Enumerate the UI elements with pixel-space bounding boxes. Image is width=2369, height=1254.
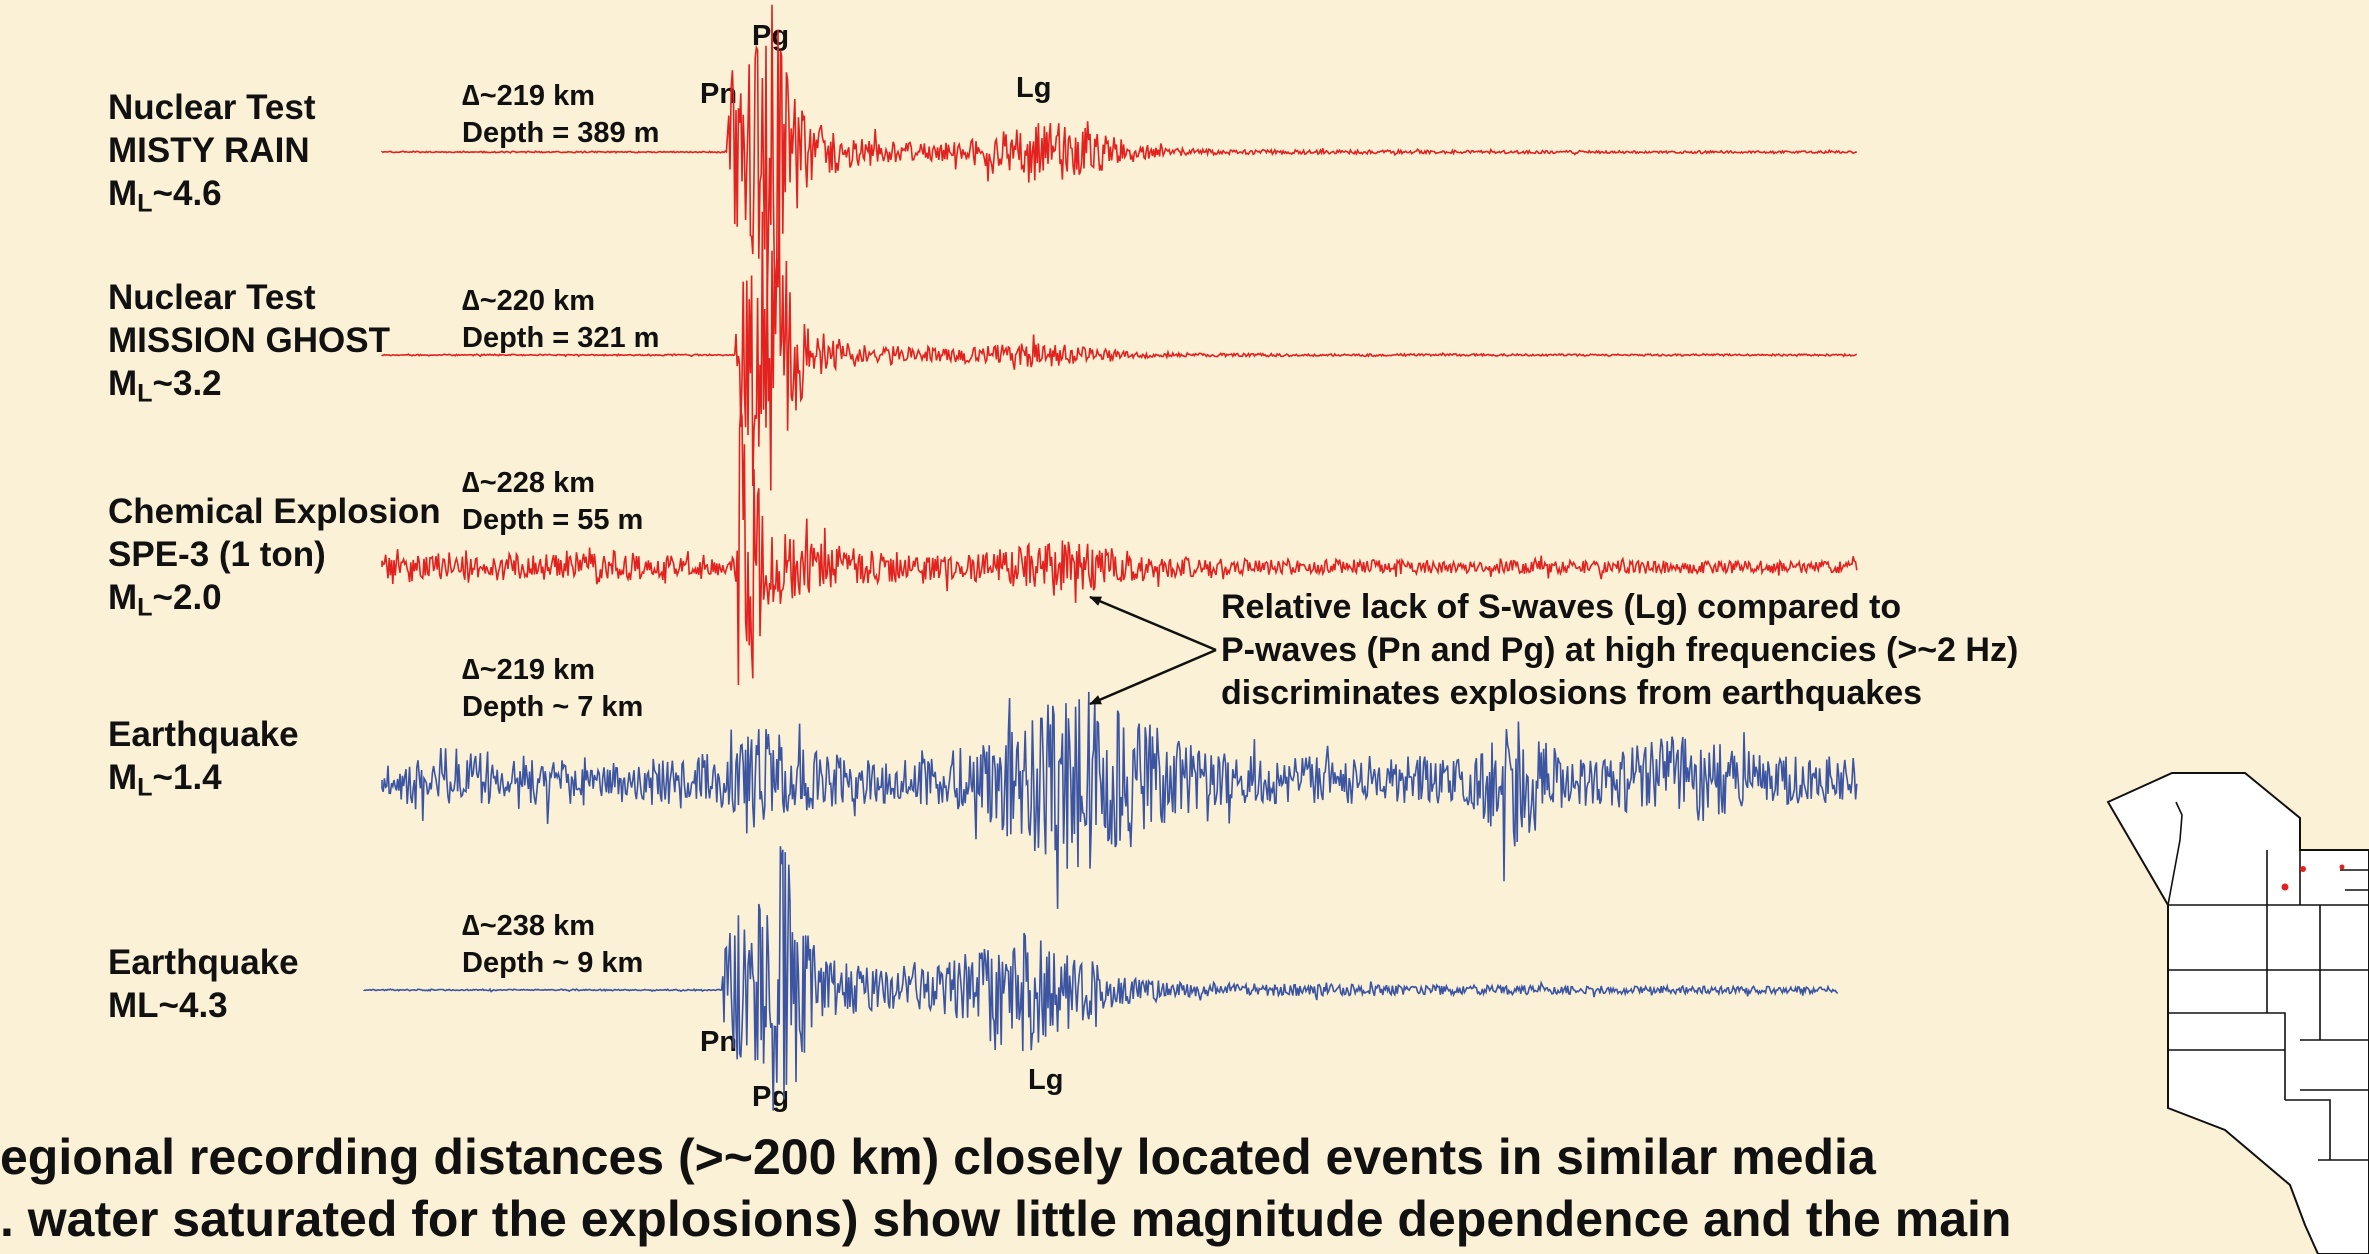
event-magnitude: ML~1.4 — [108, 758, 222, 802]
seismogram-trace-mission-ghost — [381, 211, 1858, 491]
seismogram-trace-earthquake-1 — [381, 691, 1858, 909]
seismogram-trace-earthquake-2 — [363, 846, 1839, 1111]
annotation-line-1: Relative lack of S-waves (Lg) compared t… — [1221, 588, 1902, 626]
event-label-misty-rain: Nuclear Test MISTY RAIN ML~4.6 — [108, 86, 316, 218]
event-name: MISSION GHOST — [108, 321, 390, 360]
distance-label: ∆~228 km — [462, 467, 596, 499]
event-label-spe3: Chemical Explosion SPE-3 (1 ton) ML~2.0 — [108, 490, 441, 622]
event-info-mission-ghost: ∆~220 km Depth = 321 m — [462, 283, 659, 357]
distance-label: ∆~220 km — [462, 285, 596, 317]
event-magnitude: ML~4.3 — [108, 986, 228, 1025]
event-type: Nuclear Test — [108, 278, 316, 317]
bottom-caption-line-1: egional recording distances (>~200 km) c… — [0, 1129, 1876, 1185]
annotation-line-3: discriminates explosions from earthquake… — [1221, 674, 1923, 712]
event-label-earthquake-1: Earthquake ML~1.4 — [108, 713, 299, 802]
event-name: MISTY RAIN — [108, 131, 310, 170]
phase-label-pg-top: Pg — [752, 20, 790, 52]
depth-label: Depth = 389 m — [462, 117, 660, 149]
phase-label-lg-top: Lg — [1016, 72, 1052, 104]
seismogram-trace-misty-rain — [381, 4, 1857, 304]
event-magnitude: ML~3.2 — [108, 364, 222, 408]
phase-label-pn-bottom: Pn — [700, 1026, 738, 1058]
bottom-caption: egional recording distances (>~200 km) c… — [0, 1126, 2011, 1250]
event-type: Nuclear Test — [108, 88, 316, 127]
event-info-earthquake-1: ∆~219 km Depth ~ 7 km — [462, 652, 643, 726]
event-info-misty-rain: ∆~219 km Depth = 389 m — [462, 78, 659, 152]
annotation-arrow-upper — [1089, 595, 1217, 652]
event-info-spe3: ∆~228 km Depth = 55 m — [462, 465, 643, 539]
discrimination-annotation: Relative lack of S-waves (Lg) compared t… — [1221, 586, 2018, 715]
phase-label-lg-bottom: Lg — [1028, 1064, 1064, 1096]
event-name: SPE-3 (1 ton) — [108, 535, 326, 574]
distance-label: ∆~238 km — [462, 910, 596, 942]
depth-label: Depth = 55 m — [462, 504, 644, 536]
depth-label: Depth ~ 7 km — [462, 691, 644, 723]
bottom-caption-line-2: . water saturated for the explosions) sh… — [0, 1191, 2012, 1247]
phase-label-pg-bottom: Pg — [752, 1081, 790, 1113]
us-states-map-icon — [2106, 772, 2369, 1254]
distance-label: ∆~219 km — [462, 654, 596, 686]
event-info-earthquake-2: ∆~238 km Depth ~ 9 km — [462, 908, 643, 982]
event-type: Earthquake — [108, 715, 299, 754]
event-magnitude: ML~2.0 — [108, 578, 222, 622]
annotation-arrow-lower — [1089, 648, 1217, 706]
event-type: Earthquake — [108, 943, 299, 982]
event-label-mission-ghost: Nuclear Test MISSION GHOST ML~3.2 — [108, 276, 390, 408]
seismogram-trace-spe3 — [381, 409, 1858, 686]
distance-label: ∆~219 km — [462, 80, 596, 112]
annotation-line-2: P-waves (Pn and Pg) at high frequencies … — [1221, 631, 2019, 669]
event-magnitude: ML~4.6 — [108, 174, 222, 218]
event-label-earthquake-2: Earthquake ML~4.3 — [108, 941, 299, 1027]
depth-label: Depth = 321 m — [462, 322, 660, 354]
event-type: Chemical Explosion — [108, 492, 441, 531]
depth-label: Depth ~ 9 km — [462, 947, 644, 979]
